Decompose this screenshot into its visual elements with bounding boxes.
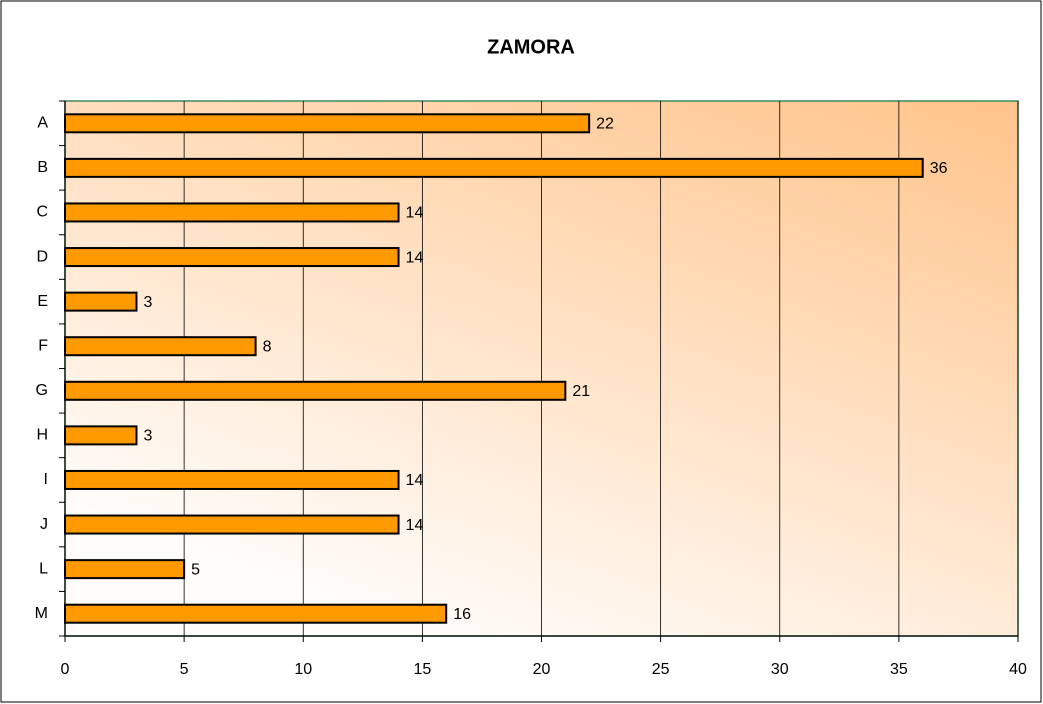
data-label: 14 xyxy=(406,517,424,534)
y-tick-label: L xyxy=(39,560,48,577)
x-tick-label: 30 xyxy=(771,661,789,678)
x-tick-label: 25 xyxy=(652,661,670,678)
x-tick-label: 35 xyxy=(890,661,908,678)
y-tick-label: E xyxy=(37,293,48,310)
bar xyxy=(64,113,591,134)
x-tick-label: 5 xyxy=(180,661,189,678)
bar xyxy=(64,336,257,357)
bar xyxy=(64,247,400,268)
data-label: 3 xyxy=(143,428,152,445)
data-label: 22 xyxy=(596,116,614,133)
data-label: 14 xyxy=(406,472,424,489)
data-label: 14 xyxy=(406,249,424,266)
y-tick-label: M xyxy=(35,605,48,622)
y-tick-label: I xyxy=(44,471,48,488)
bar xyxy=(64,559,186,580)
y-tick-label: J xyxy=(40,516,48,533)
x-tick-label: 15 xyxy=(413,661,431,678)
chart-title: ZAMORA xyxy=(487,36,575,58)
y-tick-label: G xyxy=(36,382,48,399)
bar xyxy=(64,291,138,312)
bar xyxy=(64,202,400,223)
bar xyxy=(64,514,400,535)
bar xyxy=(64,603,448,624)
bar xyxy=(64,380,567,401)
data-label: 16 xyxy=(453,606,471,623)
data-label: 21 xyxy=(572,383,590,400)
x-tick-label: 0 xyxy=(61,661,70,678)
y-tick-label: A xyxy=(37,115,48,132)
x-tick-label: 20 xyxy=(533,661,551,678)
y-tick-label: H xyxy=(36,427,48,444)
bar xyxy=(64,469,400,490)
data-label: 5 xyxy=(191,561,200,578)
bar xyxy=(64,157,924,178)
y-tick-label: F xyxy=(38,337,48,354)
bar xyxy=(64,425,138,446)
data-label: 14 xyxy=(406,205,424,222)
data-label: 8 xyxy=(263,338,272,355)
x-tick-label: 40 xyxy=(1009,661,1027,678)
data-label: 36 xyxy=(930,160,948,177)
x-tick-label: 10 xyxy=(294,661,312,678)
y-tick-label: D xyxy=(36,248,48,265)
y-tick-label: C xyxy=(36,204,48,221)
data-label: 3 xyxy=(143,294,152,311)
y-tick-label: B xyxy=(37,159,48,176)
